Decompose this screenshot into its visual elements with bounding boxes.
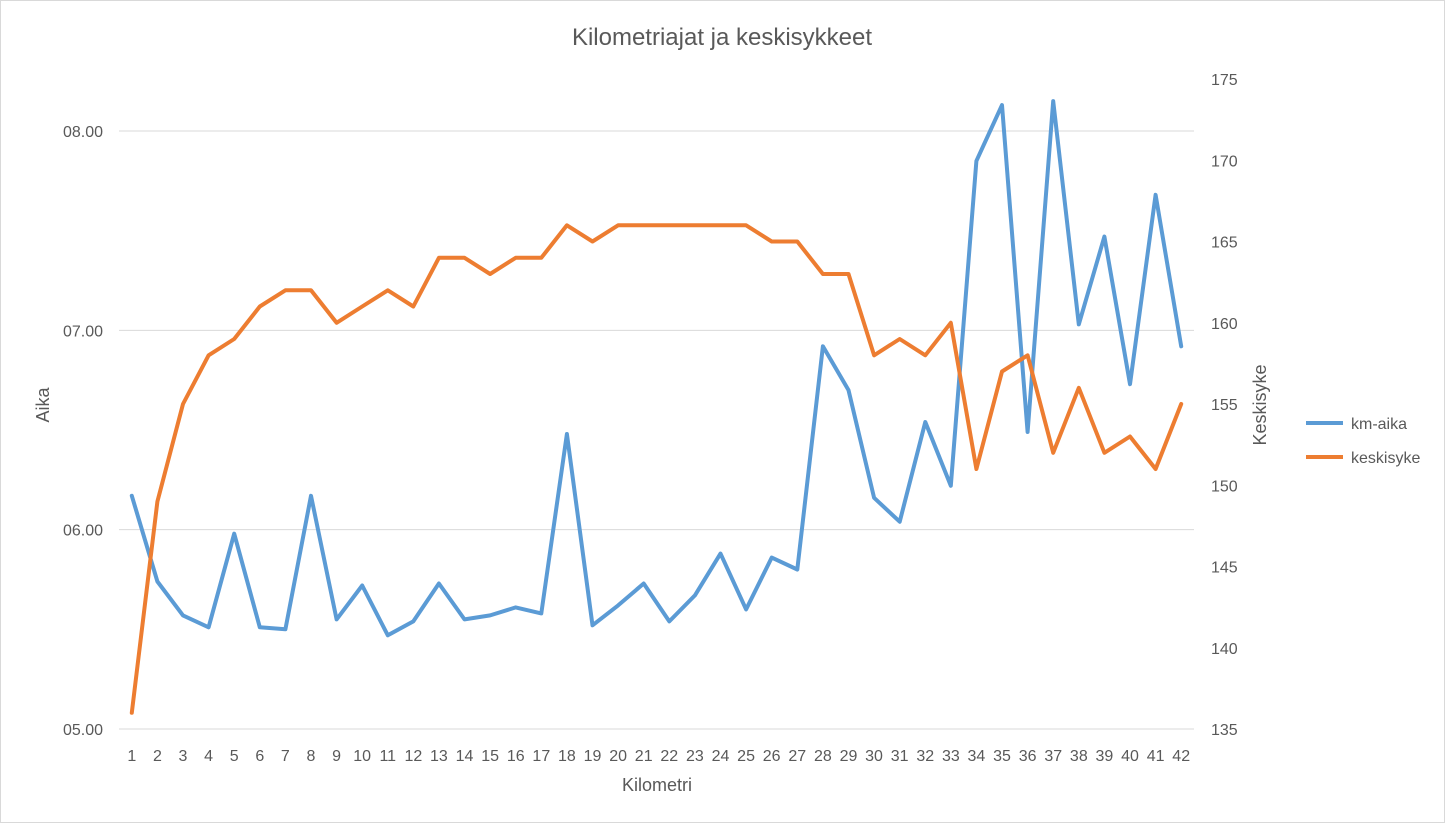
x-tick-label: 19 — [584, 748, 602, 765]
x-axis-ticks: 1 2 3 4 5 6 7 8 9 10 11 12 13 14 15 16 17 18 19 20 21 22 23 24 2… — [127, 748, 1190, 765]
x-tick-label: 12 — [404, 748, 422, 765]
series-line-km-aika — [129, 99, 1184, 638]
x-tick-label: 14 — [456, 748, 474, 765]
x-tick-label: 36 — [1019, 748, 1037, 765]
x-tick-label: 8 — [307, 748, 316, 765]
x-tick-label: 33 — [942, 748, 960, 765]
x-tick-label: 41 — [1147, 748, 1165, 765]
right-tick-label: 175 — [1211, 72, 1238, 89]
x-tick-label: 38 — [1070, 748, 1088, 765]
x-tick-label: 15 — [481, 748, 499, 765]
x-tick-label: 25 — [737, 748, 755, 765]
x-tick-label: 18 — [558, 748, 576, 765]
x-tick-label: 22 — [660, 748, 678, 765]
x-tick-label: 21 — [635, 748, 653, 765]
y-axis-right-label: Keskisyke — [1250, 364, 1270, 445]
x-tick-label: 30 — [865, 748, 883, 765]
series-lines — [129, 99, 1184, 715]
x-tick-label: 24 — [712, 748, 730, 765]
x-tick-label: 2 — [153, 748, 162, 765]
right-tick-label: 150 — [1211, 478, 1238, 495]
legend: km-aika keskisyke — [1306, 416, 1420, 467]
right-tick-label: 170 — [1211, 153, 1238, 170]
right-tick-label: 165 — [1211, 235, 1238, 252]
x-tick-label: 4 — [204, 748, 213, 765]
chart-title: Kilometriajat ja keskisykkeet — [572, 24, 872, 51]
x-tick-label: 23 — [686, 748, 704, 765]
series-line-keskisyke — [129, 223, 1184, 715]
x-tick-label: 7 — [281, 748, 290, 765]
left-tick-label: 05.00 — [63, 722, 103, 739]
x-tick-label: 29 — [840, 748, 858, 765]
x-tick-label: 42 — [1172, 748, 1190, 765]
right-tick-label: 135 — [1211, 722, 1238, 739]
x-tick-label: 26 — [763, 748, 781, 765]
left-tick-label: 07.00 — [63, 323, 103, 340]
x-axis-label: Kilometri — [622, 775, 692, 795]
right-tick-label: 140 — [1211, 641, 1238, 658]
x-tick-label: 9 — [332, 748, 341, 765]
right-axis-ticks: 135 140 145 150 155 160 165 170 175 — [1211, 72, 1238, 739]
x-tick-label: 28 — [814, 748, 832, 765]
x-tick-label: 17 — [532, 748, 550, 765]
x-tick-label: 13 — [430, 748, 448, 765]
x-tick-label: 40 — [1121, 748, 1139, 765]
x-tick-label: 3 — [179, 748, 188, 765]
right-tick-label: 145 — [1211, 560, 1238, 577]
x-tick-label: 37 — [1044, 748, 1062, 765]
y-axis-left-label: Aika — [33, 387, 53, 423]
x-tick-label: 5 — [230, 748, 239, 765]
x-tick-label: 27 — [788, 748, 806, 765]
x-tick-label: 6 — [255, 748, 264, 765]
x-tick-label: 10 — [353, 748, 371, 765]
x-tick-label: 35 — [993, 748, 1011, 765]
right-tick-label: 160 — [1211, 316, 1238, 333]
left-tick-label: 08.00 — [63, 124, 103, 141]
x-tick-label: 1 — [127, 748, 136, 765]
x-tick-label: 31 — [891, 748, 909, 765]
x-tick-label: 11 — [379, 748, 396, 765]
right-tick-label: 155 — [1211, 397, 1238, 414]
x-tick-label: 16 — [507, 748, 525, 765]
left-tick-label: 06.00 — [63, 523, 103, 540]
x-tick-label: 32 — [916, 748, 934, 765]
gridlines — [119, 130, 1194, 730]
left-axis-ticks: 05.00 06.00 07.00 08.00 — [63, 124, 103, 739]
x-tick-label: 39 — [1096, 748, 1114, 765]
legend-label: keskisyke — [1351, 450, 1420, 467]
x-tick-label: 34 — [968, 748, 986, 765]
legend-label: km-aika — [1351, 416, 1407, 433]
x-tick-label: 20 — [609, 748, 627, 765]
